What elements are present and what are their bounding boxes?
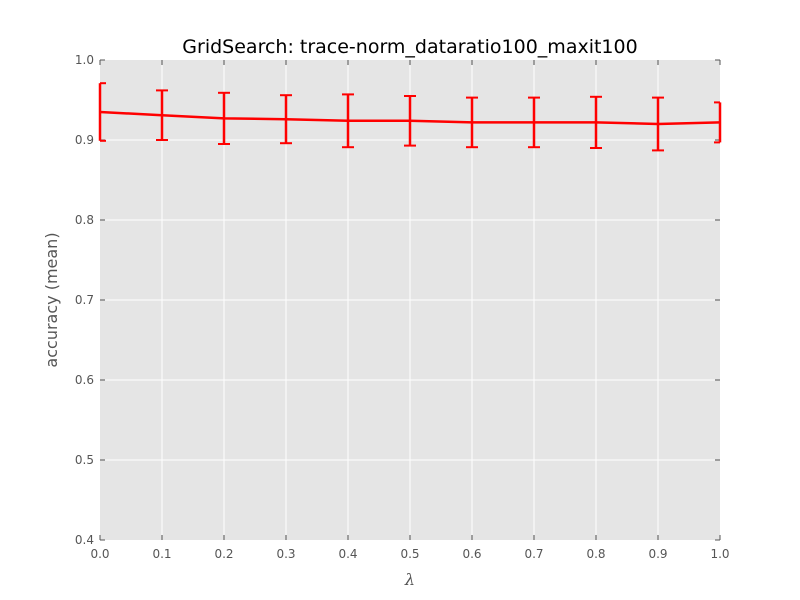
y-tick-label: 0.9 (75, 133, 94, 147)
x-tick-label: 0.4 (338, 547, 357, 561)
x-tick-label: 0.7 (524, 547, 543, 561)
x-tick-label: 1.0 (710, 547, 729, 561)
x-tick-label: 0.6 (462, 547, 481, 561)
x-tick-label: 0.5 (400, 547, 419, 561)
y-tick-label: 0.4 (75, 533, 94, 547)
axis-ticks (99, 59, 721, 541)
x-tick-label: 0.2 (214, 547, 233, 561)
x-axis-label: λ (404, 570, 415, 589)
tick-labels: 0.0 0.1 0.2 0.3 0.4 0.5 0.6 0.7 0.8 0.9 1.0 0.4 0.5 0… (75, 53, 730, 561)
x-tick-label: 0.9 (648, 547, 667, 561)
x-tick-label: 0.0 (90, 547, 109, 561)
y-tick-label: 0.8 (75, 213, 94, 227)
chart-title: GridSearch: trace-norm_dataratio100_maxi… (182, 36, 637, 58)
y-tick-label: 0.6 (75, 373, 94, 387)
series-layer (98, 82, 722, 152)
x-tick-label: 0.1 (152, 547, 171, 561)
y-tick-label: 0.7 (75, 293, 94, 307)
x-tick-label: 0.3 (276, 547, 295, 561)
series-line (99, 110, 721, 126)
x-tick-label: 0.8 (586, 547, 605, 561)
y-tick-label: 0.5 (75, 453, 94, 467)
y-axis-label: accuracy (mean) (42, 232, 61, 367)
y-tick-label: 1.0 (75, 53, 94, 67)
